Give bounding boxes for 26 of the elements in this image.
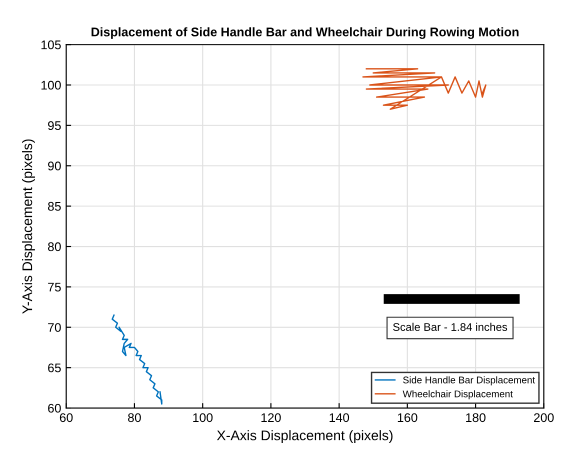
x-tick-label: 180 — [466, 413, 486, 422]
y-tick-label: 85 — [48, 202, 61, 211]
y-tick-label: 100 — [41, 80, 61, 90]
chart-title: Displacement of Side Handle Bar and Wheelchair During Rowing Motion — [92, 27, 519, 39]
x-tick-label: 200 — [534, 413, 554, 422]
x-axis-title: X-Axis Displacement (pixels) — [216, 430, 393, 444]
x-tick-label: 100 — [193, 413, 213, 422]
line-series — [362, 68, 487, 110]
y-tick-label: 60 — [48, 404, 61, 413]
y-tick-label: 105 — [41, 40, 61, 50]
y-tick-label: 65 — [48, 363, 61, 372]
y-tick-label: 75 — [48, 282, 61, 292]
legend-label: Side Handle Bar Displacement — [403, 376, 535, 386]
x-tick-label: 60 — [60, 413, 73, 422]
y-tick-label: 95 — [48, 121, 61, 130]
y-tick-label: 70 — [48, 323, 61, 332]
legend-label: Wheelchair Displacement — [402, 390, 513, 400]
x-tick-label: 80 — [128, 413, 141, 422]
line-series — [112, 314, 162, 405]
x-tick-label: 120 — [261, 413, 281, 422]
annotation: Scale Bar - 1.84 inches — [393, 322, 508, 331]
y-axis-title: Y-Axis Displacement (pixels) — [22, 139, 35, 314]
y-tick-label: 80 — [48, 242, 61, 252]
y-tick-label: 90 — [48, 162, 61, 170]
x-tick-label: 140 — [330, 413, 350, 422]
x-tick-label: 160 — [398, 413, 418, 422]
